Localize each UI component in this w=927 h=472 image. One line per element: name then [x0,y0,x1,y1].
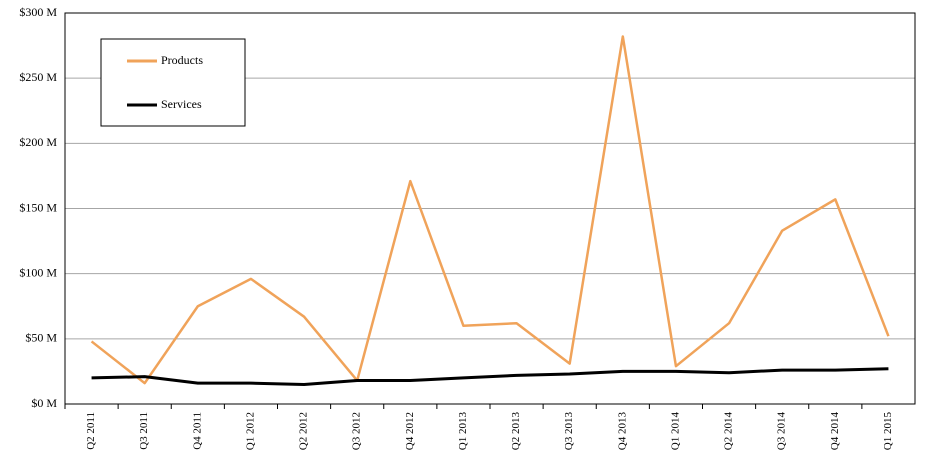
x-tick-label: Q3 2013 [563,412,575,451]
y-tick-label: $250 M [19,70,57,84]
x-tick-label: Q4 2012 [404,412,416,450]
x-tick-label: Q2 2011 [85,412,97,450]
x-tick-label: Q2 2012 [298,412,310,450]
series-line [90,35,890,385]
x-tick-label: Q3 2012 [351,412,363,450]
legend-label: Products [161,53,203,67]
x-tick-label: Q1 2012 [244,412,256,450]
legend-box [100,38,246,127]
x-tick-label: Q1 2014 [669,412,681,451]
x-tick-label: Q3 2011 [138,412,150,450]
y-tick-label: $200 M [19,135,57,149]
legend-label: Services [161,97,202,111]
x-tick-label: Q2 2014 [723,412,735,451]
x-tick-label: Q1 2013 [457,412,469,451]
x-tick-label: Q4 2014 [829,412,841,451]
x-tick-label: Q4 2011 [191,412,203,450]
series-line [91,367,889,386]
x-tick-label: Q1 2015 [882,412,894,451]
y-tick-label: $0 M [31,396,57,410]
y-tick-label: $100 M [19,265,57,279]
x-tick-label: Q2 2013 [510,412,522,451]
x-tick-label: Q4 2013 [616,412,628,451]
y-tick-label: $150 M [19,200,57,214]
y-tick-label: $50 M [25,331,57,345]
x-tick-label: Q3 2014 [776,412,788,451]
y-tick-label: $300 M [19,5,57,19]
